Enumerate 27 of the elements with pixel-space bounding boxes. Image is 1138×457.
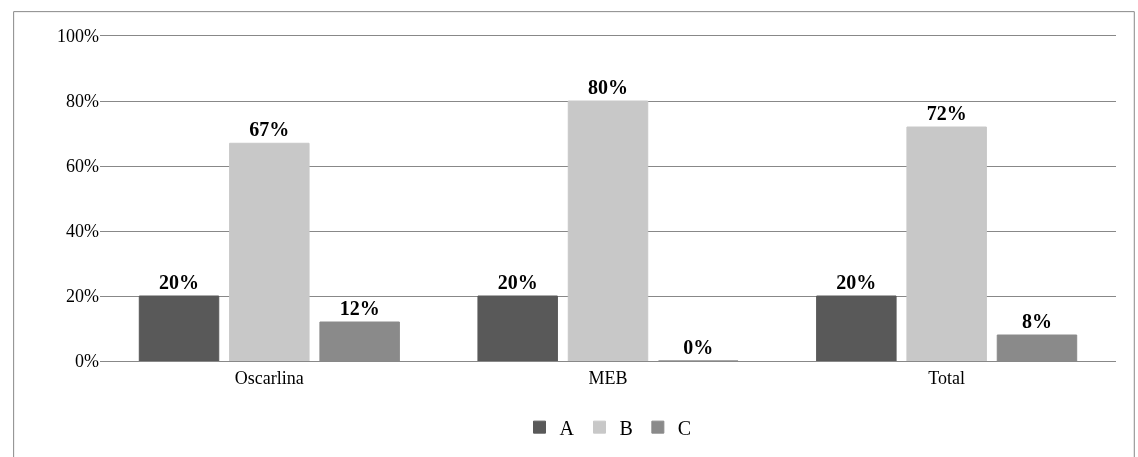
data-label: 72% [926,102,967,124]
data-label: 20% [159,271,200,293]
y-tick-label: 20% [66,286,99,307]
data-label: 20% [497,271,538,293]
bar [906,126,987,361]
y-tick-label: 100% [57,26,99,47]
y-tick-label: 40% [66,221,99,242]
legend-label: B [619,416,633,439]
data-label: 80% [588,76,628,98]
bar [138,295,220,361]
y-tick-label: 80% [66,91,99,112]
bar [816,295,897,361]
bar [229,142,310,361]
legend-label: C [677,416,692,439]
x-tick-label: Total [928,367,966,388]
data-label: 8% [1021,310,1052,332]
y-tick-label: 0% [75,351,99,372]
data-label: 12% [339,297,380,319]
data-label: 20% [836,271,877,293]
data-label: 0% [683,336,714,358]
x-tick-label: Oscarlina [234,367,304,388]
y-tick-label: 60% [66,156,99,177]
bar [567,100,649,361]
legend-label: A [559,416,575,439]
bar [477,295,558,361]
data-label: 67% [249,118,290,141]
x-tick-label: MEB [588,367,628,388]
